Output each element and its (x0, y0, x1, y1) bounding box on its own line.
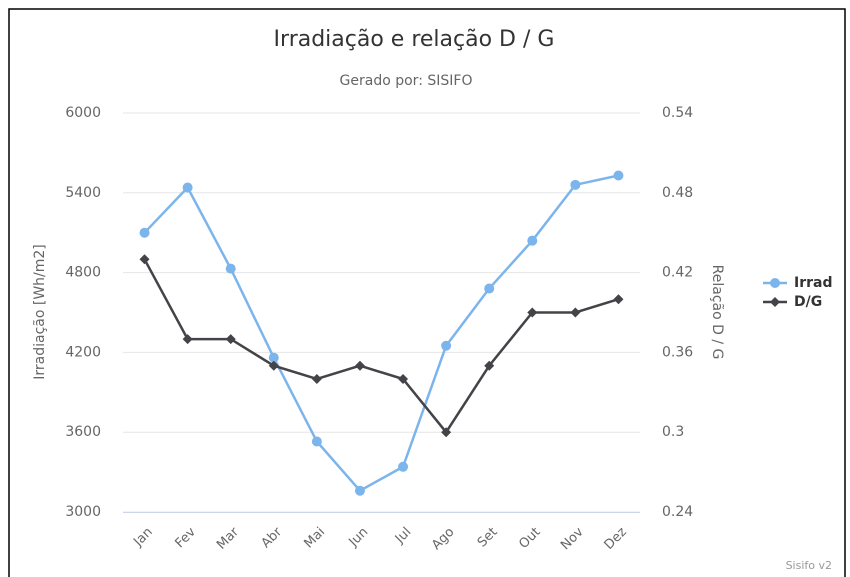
credits: Sisifo v2 (786, 559, 832, 572)
point (354, 360, 365, 371)
y2-tick-label: 0.24 (662, 504, 693, 520)
point (182, 182, 193, 193)
y2-axis-title: Relação D / G (709, 265, 725, 360)
y-tick-label: 4200 (65, 344, 101, 360)
point (570, 179, 581, 190)
x-tick-label: Mar (214, 524, 242, 552)
point (139, 254, 150, 265)
x-tick-label: Ago (429, 525, 457, 553)
point (182, 334, 193, 345)
point (527, 235, 538, 246)
x-tick-label: Mai (301, 525, 328, 552)
point (268, 352, 279, 363)
chart-title: Irradiação e relação D / G (274, 27, 555, 52)
point (139, 227, 150, 238)
y-tick-label: 3000 (65, 504, 101, 520)
y-axis-title: Irradiação [Wh/m2] (32, 244, 48, 380)
legend-label: D/G (794, 294, 822, 310)
point (527, 307, 538, 318)
frame (8, 8, 846, 577)
y2-tick-label: 0.36 (662, 344, 693, 360)
series-line (143, 258, 619, 435)
y2-tick-label: 0.3 (662, 424, 684, 440)
point (225, 334, 236, 345)
x-tick-label: Set (475, 525, 501, 551)
point (225, 263, 236, 274)
x-tick-label: Fev (172, 524, 199, 551)
y-tick-label: 4800 (65, 265, 101, 281)
point (311, 374, 322, 384)
y-tick-label: 5400 (65, 185, 101, 201)
point (613, 170, 624, 181)
point (398, 461, 409, 472)
point (311, 436, 322, 447)
point (570, 307, 581, 318)
point (484, 360, 495, 371)
x-tick-label: Jul (392, 525, 414, 547)
series-line (143, 174, 619, 493)
y2-tick-label: 0.42 (662, 265, 693, 281)
y-tick-label: 3600 (65, 424, 101, 440)
x-tick-label: Out (516, 525, 543, 552)
x-tick-label: Jun (346, 525, 372, 551)
x-tick-label: Nov (558, 524, 587, 553)
point (441, 340, 452, 351)
point (398, 374, 409, 384)
legend-marker (770, 297, 780, 307)
y-tick-label: 6000 (65, 105, 101, 121)
point (441, 427, 452, 438)
point (613, 294, 624, 305)
x-tick-label: Jan (130, 525, 155, 550)
chart-subtitle: Gerado por: SISIFO (340, 73, 473, 89)
point (484, 283, 495, 294)
y2-tick-label: 0.48 (662, 185, 693, 201)
y2-tick-label: 0.54 (662, 105, 693, 121)
legend-marker (770, 278, 780, 288)
legend-label: Irrad (794, 275, 833, 291)
point (268, 360, 279, 371)
point (354, 485, 365, 496)
x-tick-label: Abr (259, 524, 286, 551)
x-tick-label: Dez (602, 525, 630, 553)
